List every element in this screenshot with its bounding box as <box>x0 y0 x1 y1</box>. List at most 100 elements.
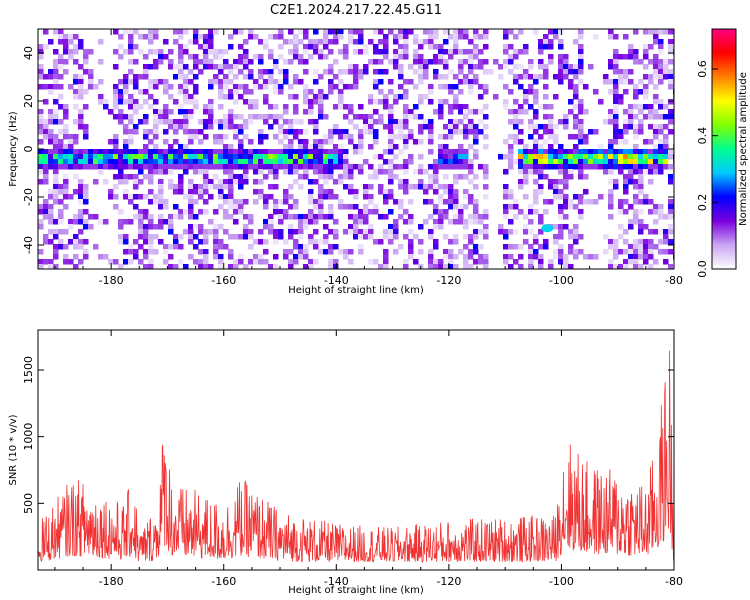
heatmap-cell <box>58 64 64 70</box>
heatmap-cell <box>338 144 344 150</box>
heatmap-cell <box>173 149 179 155</box>
heatmap-cell <box>488 69 494 75</box>
heatmap-cell <box>603 164 609 170</box>
heatmap-cell <box>163 139 169 145</box>
heatmap-cell <box>438 219 444 225</box>
heatmap-cell <box>408 219 414 225</box>
heatmap-cell <box>223 124 229 130</box>
heatmap-cell <box>183 264 189 269</box>
heatmap-cell <box>568 164 574 170</box>
heatmap-cell <box>643 29 649 35</box>
heatmap-cell <box>103 159 109 165</box>
heatmap-cell <box>558 79 564 85</box>
heatmap-cell <box>128 259 134 265</box>
heatmap-cell <box>128 79 134 85</box>
heatmap-cell <box>428 149 434 155</box>
heatmap-cell <box>323 239 329 245</box>
heatmap-cell <box>313 219 319 225</box>
heatmap-cell <box>608 189 614 195</box>
heatmap-cell <box>138 194 144 200</box>
heatmap-cell <box>648 239 654 245</box>
heatmap-cell <box>618 249 624 255</box>
heatmap-cell <box>193 259 199 265</box>
heatmap-cell <box>268 154 274 160</box>
heatmap-cell <box>358 69 364 75</box>
heatmap-cell <box>43 174 49 180</box>
heatmap-cell <box>638 184 644 190</box>
heatmap-cell <box>118 239 124 245</box>
heatmap-cell <box>358 74 364 80</box>
heatmap-cell <box>618 204 624 210</box>
heatmap-cell <box>638 59 644 65</box>
colorbar-ticks: 0.00.20.40.6 <box>696 60 718 278</box>
heatmap-cell <box>358 244 364 250</box>
heatmap-cell <box>473 249 479 255</box>
heatmap-cell <box>313 124 319 130</box>
heatmap-cell <box>283 109 289 115</box>
heatmap-cell <box>463 149 469 155</box>
heatmap-cell <box>43 169 49 175</box>
heatmap-cell <box>148 214 154 220</box>
heatmap-cell <box>308 154 314 160</box>
heatmap-cell <box>503 254 509 260</box>
heatmap-cell <box>613 119 619 125</box>
heatmap-cell <box>73 74 79 80</box>
heatmap-cell <box>338 94 344 100</box>
heatmap-cell <box>338 179 344 185</box>
heatmap-cell <box>218 164 224 170</box>
heatmap-cell <box>398 134 404 140</box>
heatmap-cell <box>288 94 294 100</box>
heatmap-cell <box>163 169 169 175</box>
heatmap-cell <box>338 249 344 255</box>
heatmap-cell <box>563 154 569 160</box>
heatmap-cell <box>623 89 629 95</box>
heatmap-cell <box>58 229 64 235</box>
heatmap-cell <box>443 99 449 105</box>
heatmap-cell <box>448 159 454 165</box>
heatmap-cell <box>443 234 449 240</box>
heatmap-cell <box>133 239 139 245</box>
heatmap-cell <box>53 159 59 165</box>
heatmap-cell <box>278 154 284 160</box>
heatmap-cell <box>53 184 59 190</box>
heatmap-cell <box>443 184 449 190</box>
x-tick-label: -100 <box>549 575 574 588</box>
heatmap-cell <box>303 174 309 180</box>
heatmap-cell <box>263 149 269 155</box>
heatmap-cell <box>133 154 139 160</box>
heatmap-cell <box>438 49 444 55</box>
heatmap-cell <box>558 214 564 220</box>
heatmap-cell <box>633 254 639 260</box>
heatmap-cell <box>183 119 189 125</box>
heatmap-cell <box>448 204 454 210</box>
heatmap-cell <box>48 84 54 90</box>
heatmap-cell <box>343 229 349 235</box>
heatmap-cell <box>518 74 524 80</box>
heatmap-cell <box>68 194 74 200</box>
heatmap-cell <box>113 99 119 105</box>
heatmap-cell <box>258 164 264 170</box>
heatmap-cell <box>243 124 249 130</box>
heatmap-cell <box>373 239 379 245</box>
heatmap-cell <box>668 199 674 205</box>
heatmap-cell <box>93 149 99 155</box>
heatmap-cell <box>228 114 234 120</box>
heatmap-cell <box>38 224 44 230</box>
heatmap-cell <box>243 229 249 235</box>
heatmap-cell <box>283 194 289 200</box>
heatmap-cell <box>568 109 574 115</box>
heatmap-cell <box>438 224 444 230</box>
heatmap-cell <box>413 54 419 60</box>
heatmap-cell <box>438 159 444 165</box>
heatmap-cell <box>388 174 394 180</box>
spectrogram-x-ticks: -180 -160 -140 -120 -100 -80 <box>54 29 683 287</box>
heatmap-cell <box>573 249 579 255</box>
heatmap-cell <box>53 264 59 269</box>
heatmap-cell <box>428 179 434 185</box>
heatmap-cell <box>248 154 254 160</box>
heatmap-cell <box>273 84 279 90</box>
heatmap-cell <box>668 39 674 45</box>
heatmap-cell <box>418 129 424 135</box>
heatmap-cell <box>293 74 299 80</box>
heatmap-cell <box>143 254 149 260</box>
